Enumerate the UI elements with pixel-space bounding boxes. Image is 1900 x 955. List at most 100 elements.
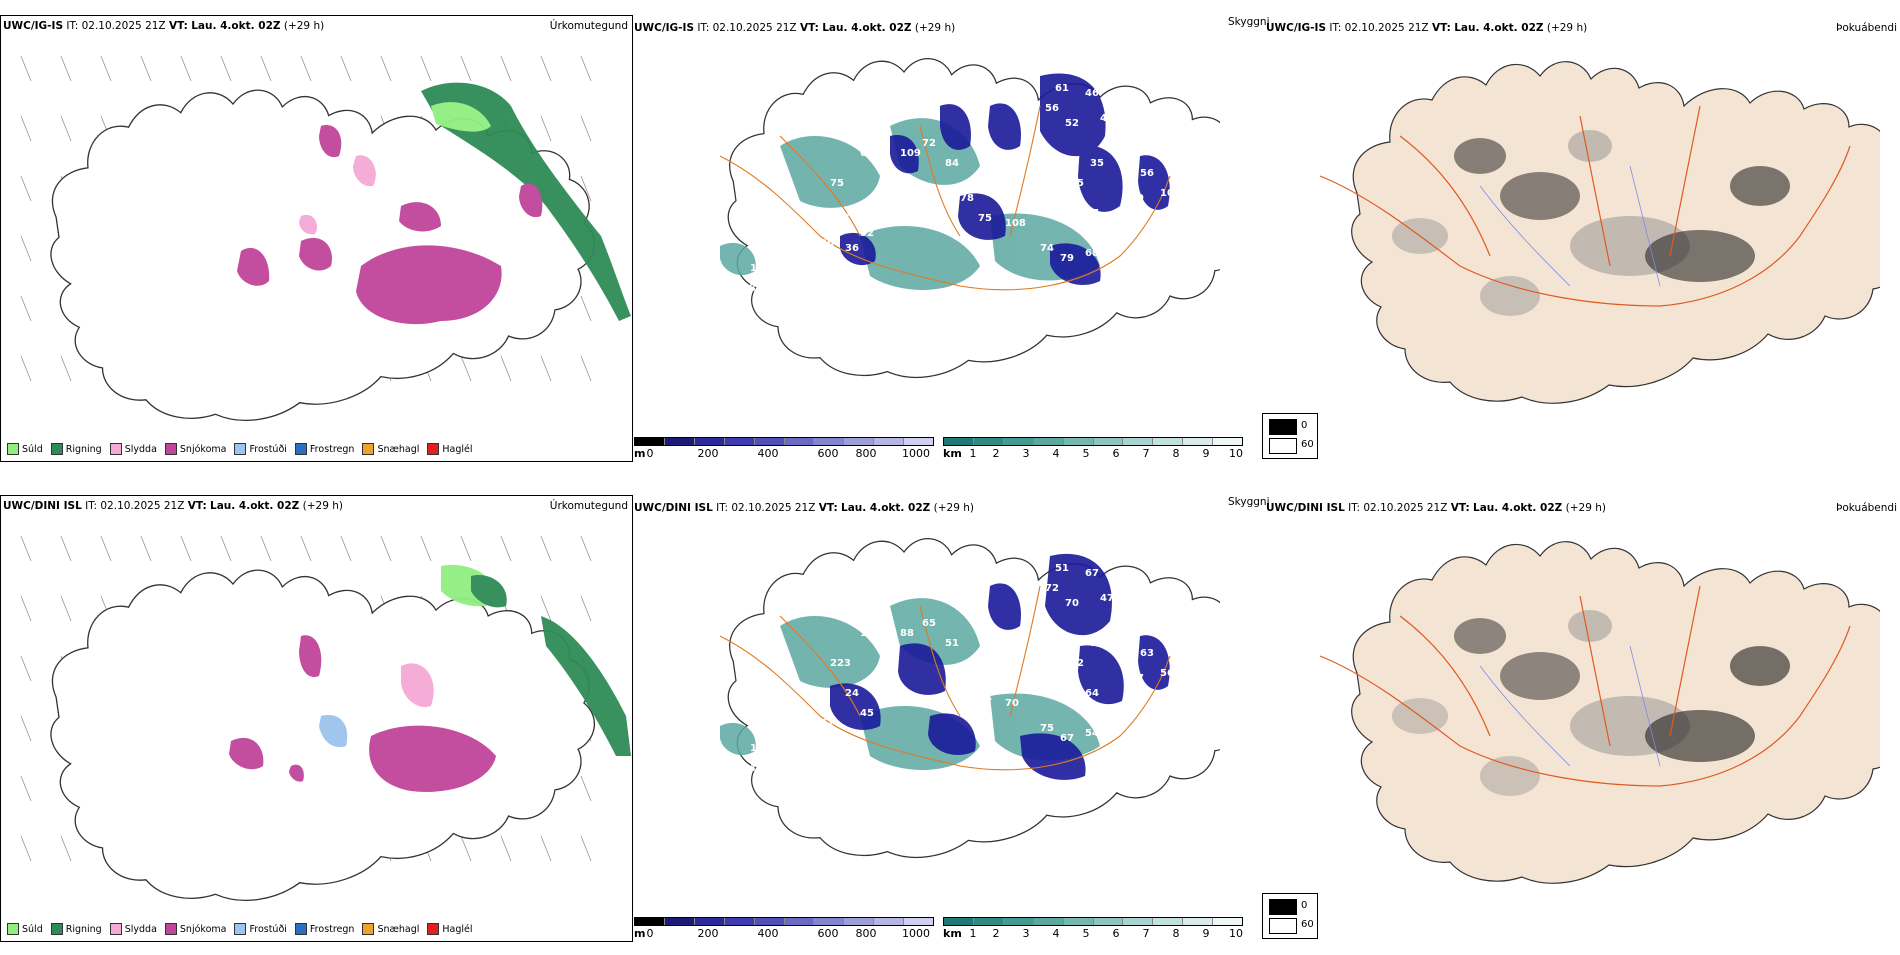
legend-label: Snjókoma <box>179 443 227 455</box>
fog-legend-label: 0 <box>1301 900 1308 911</box>
legend-label: Rigning <box>65 923 102 935</box>
cloud-base-label: 25 <box>1070 178 1084 189</box>
cloud-base-label: 36 <box>805 728 819 739</box>
cloud-base-label: 58 <box>875 203 889 214</box>
it-label: IT: <box>716 502 729 514</box>
fog-legend-swatch <box>1269 899 1297 915</box>
cloud-base-label: 108 <box>1005 218 1026 229</box>
tick-label: 5 <box>1082 927 1090 940</box>
fog-shade <box>1500 652 1580 700</box>
fog-legend-swatch <box>1269 918 1297 934</box>
colorbar-segment <box>1003 918 1034 925</box>
it-value: 02.10.2025 21Z <box>712 22 797 34</box>
vt-value: Lau. 4.okt. 02Z <box>191 20 281 32</box>
colorbar-segment <box>904 918 934 925</box>
colorbar-segment <box>1003 438 1034 445</box>
precip-legend: Súld Rigning Slydda Snjókoma Frostúði Fr… <box>7 440 473 458</box>
colorbar-segment <box>1033 438 1064 445</box>
tick-label: 2 <box>992 927 1000 940</box>
it-label: IT: <box>85 500 98 512</box>
vt-label: VT: <box>1450 502 1470 514</box>
it-label: IT: <box>66 20 79 32</box>
vt-label: VT: <box>799 22 819 34</box>
param-title-visibility: Skyggni <box>1228 16 1270 28</box>
legend-item: Súld <box>7 923 43 935</box>
it-value: 02.10.2025 21Z <box>100 500 185 512</box>
cloud-base-label: 51 <box>945 638 959 649</box>
cloud-base-colorbar-fill <box>634 917 934 926</box>
cloud-base-label: 64 <box>1085 688 1099 699</box>
cloud-base-label: 78 <box>960 193 974 204</box>
precip-type-panel: UWC/DINI ISL IT: 02.10.2025 21Z VT: Lau.… <box>0 495 633 942</box>
model-name: UWC/DINI ISL <box>3 500 82 512</box>
tick-label: 0 <box>646 447 654 460</box>
legend-item: Rigning <box>50 923 102 935</box>
colorbar-segment <box>1063 918 1094 925</box>
colorbar-segment <box>1123 438 1154 445</box>
fog-indicator-map <box>1319 540 1880 884</box>
cloud-base-label: 73 <box>1105 708 1119 719</box>
legend-item: Slydda <box>109 443 157 455</box>
colorbar-segment <box>694 918 725 925</box>
tick-label: 10 <box>1229 927 1243 940</box>
cloud-base-ticks: 0 200 400 600 800 1000 <box>634 447 934 461</box>
colorbar-segment <box>1033 918 1064 925</box>
fog-shade <box>1645 710 1755 762</box>
legend-item: Snjókoma <box>164 443 227 455</box>
cloud-base-label: 56 <box>1160 668 1174 679</box>
fog-indicator-map <box>1319 60 1880 404</box>
cloud-base-label: 47 <box>1100 593 1114 604</box>
fog-shade <box>1480 756 1540 796</box>
cloud-base-label: 65 <box>922 618 936 629</box>
model-name: UWC/IG-IS <box>634 22 695 34</box>
visibility-unit: km <box>943 447 962 460</box>
tick-label: 400 <box>757 927 779 940</box>
rivers <box>1479 165 1661 287</box>
tick-label: 6 <box>1112 447 1120 460</box>
precip-areas <box>237 82 631 325</box>
legend-label: Snæhagl <box>377 443 420 455</box>
colorbar-segment <box>664 438 695 445</box>
param-title-fog: Þokuábendi <box>1836 502 1897 514</box>
legend-item: Haglél <box>427 443 473 455</box>
roads <box>719 105 1171 291</box>
tick-label: 800 <box>855 447 877 460</box>
vt-value: Lau. 4.okt. 02Z <box>1454 22 1544 34</box>
fog-shade <box>1454 138 1506 174</box>
legend-swatch <box>7 443 19 455</box>
colorbar-segment <box>874 438 905 445</box>
visibility-colorbar-fill <box>943 917 1243 926</box>
cloud-base-label: 45 <box>860 708 874 719</box>
cloud-base-label: 54 <box>1085 728 1099 739</box>
colorbar-segment <box>944 438 974 445</box>
cloud-base-label: 102 <box>750 263 771 274</box>
legend-label: Snæhagl <box>377 923 420 935</box>
legend-swatch <box>109 443 122 455</box>
legend-swatch <box>427 923 440 935</box>
model-name: UWC/DINI ISL <box>634 502 713 514</box>
cloud-base-label: 79 <box>1060 253 1074 264</box>
cloud-base-label: 44 <box>978 693 992 704</box>
precip-type-map <box>20 55 631 422</box>
legend-swatch <box>362 923 375 935</box>
cloud-base-label: 51 <box>820 718 834 729</box>
legend-item: Frostúði <box>234 923 287 935</box>
cloud-base-label: 61 <box>1055 83 1069 94</box>
colorbar-segment <box>1153 918 1184 925</box>
legend-label: Súld <box>22 443 43 455</box>
colorbar-segment <box>784 918 815 925</box>
colorbar-segment <box>874 918 905 925</box>
cloud-base-label: 63 <box>1140 648 1154 659</box>
fog-shade <box>1730 646 1790 686</box>
colorbar-segment <box>664 918 695 925</box>
cloud-base-label: 72 <box>1045 583 1059 594</box>
cloud-base-unit: m <box>634 447 646 460</box>
cloud-base-label: 52 <box>810 268 824 279</box>
tick-label: 6 <box>1112 927 1120 940</box>
legend-item: Frostregn <box>294 923 354 935</box>
colorbar-segment <box>1153 438 1184 445</box>
cloud-base-label: 89 <box>1130 193 1144 204</box>
cloud-base-label: 41 <box>910 298 924 309</box>
roads-fog <box>1319 585 1851 787</box>
fog-shade <box>1480 276 1540 316</box>
